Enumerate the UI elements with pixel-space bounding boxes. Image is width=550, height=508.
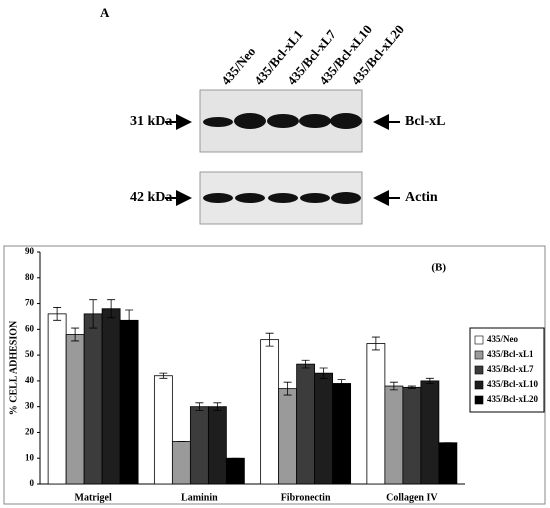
- legend-swatch: [474, 350, 484, 360]
- marker-label: 31 kDa: [130, 114, 172, 129]
- y-tick-label: 40: [25, 375, 35, 385]
- bands: [203, 113, 362, 204]
- legend-swatch: [474, 335, 484, 345]
- legend-label: 435/Bcl-xL1: [487, 349, 534, 359]
- error-bar: [301, 359, 310, 369]
- marker-label: 42 kDa: [130, 190, 172, 205]
- x-tick-label: Fibronectin: [281, 492, 331, 503]
- bar: [225, 457, 245, 485]
- protein-label: Actin: [405, 190, 438, 205]
- bar: [153, 375, 173, 485]
- x-tick-label: Collagen IV: [386, 492, 438, 503]
- bar: [420, 380, 440, 485]
- error-bar: [125, 309, 134, 332]
- error-bar: [53, 307, 62, 321]
- bar: [83, 313, 103, 485]
- bar: [119, 319, 139, 485]
- y-tick-label: 30: [25, 401, 35, 411]
- y-tick-label: 20: [25, 427, 35, 437]
- y-axis-label: % CELL ADHESION: [8, 320, 19, 415]
- legend-label: 435/Bcl-xL20: [487, 394, 538, 404]
- bar: [260, 339, 280, 485]
- legend-swatch: [474, 365, 484, 375]
- error-bar: [425, 377, 434, 384]
- error-bar: [107, 299, 116, 319]
- bar: [384, 385, 404, 485]
- panel-label: (B): [431, 262, 446, 274]
- chart-frame: [3, 245, 546, 505]
- error-bar: [195, 402, 204, 411]
- error-bar: [89, 299, 98, 329]
- error-bar: [213, 402, 222, 411]
- legend-label: 435/Bcl-xL10: [487, 379, 538, 389]
- x-tick-label: Laminin: [181, 492, 218, 503]
- lane-label: 435/Neo: [218, 44, 258, 88]
- legend-swatch: [474, 395, 484, 405]
- y-tick-label: 70: [25, 298, 35, 308]
- bar: [296, 363, 316, 485]
- bar: [402, 386, 422, 485]
- protein-label: Bcl-xL: [405, 114, 445, 129]
- bar: [366, 343, 386, 485]
- panel-label: A: [100, 5, 110, 20]
- bar: [65, 334, 85, 485]
- bar: [189, 406, 209, 485]
- y-tick-label: 0: [30, 478, 35, 488]
- legend-label: 435/Bcl-xL7: [487, 364, 534, 374]
- legend-swatch: [474, 380, 484, 390]
- y-tick-label: 80: [25, 272, 35, 282]
- x-tick-label: Matrigel: [75, 492, 112, 503]
- error-bar: [337, 379, 346, 388]
- error-bar: [71, 327, 80, 342]
- error-bar: [283, 381, 292, 396]
- bar: [171, 441, 191, 485]
- bar: [47, 313, 67, 485]
- error-bar: [319, 367, 328, 379]
- y-tick-label: 90: [25, 246, 35, 256]
- bar: [101, 308, 121, 485]
- bar: [438, 442, 458, 485]
- y-tick-label: 10: [25, 452, 35, 462]
- bar: [332, 383, 352, 485]
- bar: [207, 406, 227, 485]
- error-bar: [371, 336, 380, 351]
- error-bar: [407, 385, 416, 390]
- y-tick-label: 60: [25, 323, 35, 333]
- bar: [314, 372, 334, 485]
- error-bar: [389, 381, 398, 391]
- bar: [278, 388, 298, 485]
- legend-label: 435/Neo: [487, 334, 518, 344]
- error-bar: [265, 332, 274, 347]
- error-bar: [159, 372, 168, 379]
- y-tick-label: 50: [25, 349, 35, 359]
